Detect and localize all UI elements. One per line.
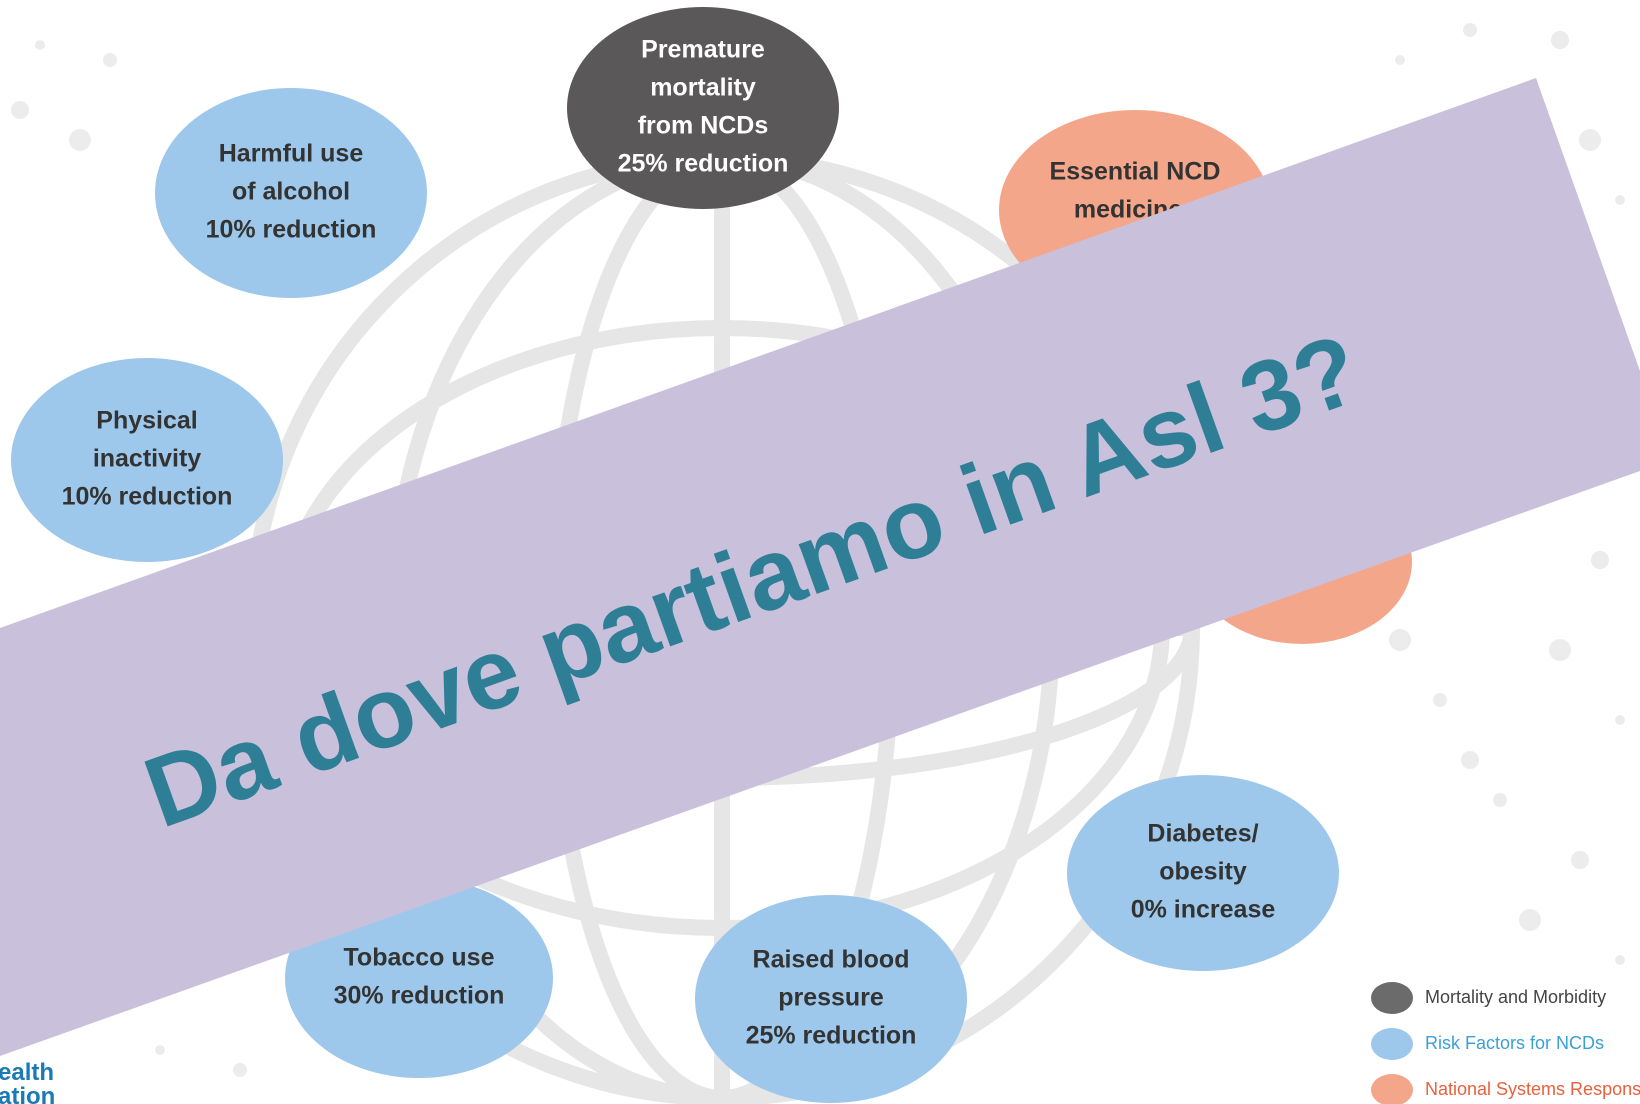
node-shape: [695, 895, 967, 1103]
legend-label: Risk Factors for NCDs: [1425, 1033, 1604, 1053]
node-shape: [155, 88, 427, 298]
logo-line: ealth: [0, 1059, 54, 1086]
dot: [35, 40, 45, 50]
node-label: obesity: [1159, 858, 1247, 886]
node-label: Essential NCD: [1050, 158, 1221, 186]
node-label: Tobacco use: [344, 944, 495, 972]
legend-swatch: [1371, 982, 1413, 1014]
node-label: Diabetes/: [1147, 820, 1258, 848]
dot: [1463, 23, 1477, 37]
dot: [103, 53, 117, 67]
dot: [1551, 31, 1569, 49]
node-label: 10% reduction: [206, 216, 377, 244]
banner: [0, 78, 1640, 1056]
node-label: Harmful use: [219, 140, 364, 168]
dot: [1395, 55, 1405, 65]
legend-swatch: [1371, 1028, 1413, 1060]
node-label: from NCDs: [638, 112, 769, 140]
dot: [1433, 693, 1447, 707]
legend-label: Mortality and Morbidity: [1425, 987, 1606, 1007]
dot: [1615, 715, 1625, 725]
dot: [1615, 955, 1625, 965]
dot: [1493, 793, 1507, 807]
node-label: 10% reduction: [62, 483, 233, 511]
dot: [1615, 195, 1625, 205]
node-label: pressure: [778, 984, 884, 1012]
legend-swatch: [1371, 1074, 1413, 1104]
dot: [233, 1063, 247, 1077]
legend: Mortality and Morbidity Risk Factors for …: [1371, 982, 1640, 1104]
node-label: 30% reduction: [334, 982, 505, 1010]
node-label: inactivity: [93, 445, 201, 473]
dot: [1519, 909, 1541, 931]
node-label: Raised blood: [753, 946, 910, 974]
node-label: Physical: [96, 407, 197, 435]
node-label: of alcohol: [232, 178, 350, 206]
dot: [11, 101, 29, 119]
node-label: mortality: [650, 74, 756, 102]
dot: [69, 129, 91, 151]
legend-label: National Systems Response: [1425, 1079, 1640, 1099]
dot: [1461, 751, 1479, 769]
node-label: Premature: [641, 36, 765, 64]
dot: [1591, 551, 1609, 569]
node-shape: [11, 358, 283, 562]
logo-line: ation: [0, 1083, 55, 1104]
node-label: 25% reduction: [618, 150, 789, 178]
node-shape: [1067, 775, 1339, 971]
node-label: 25% reduction: [746, 1022, 917, 1050]
dot: [1579, 129, 1601, 151]
dot: [1571, 851, 1589, 869]
dot: [1549, 639, 1571, 661]
node-label: 0% increase: [1131, 896, 1276, 924]
dot: [1389, 629, 1411, 651]
dot: [155, 1045, 165, 1055]
node-shape: [567, 7, 839, 209]
nodes: Premature mortality from NCDs 25% reduction…: [11, 7, 1412, 1103]
